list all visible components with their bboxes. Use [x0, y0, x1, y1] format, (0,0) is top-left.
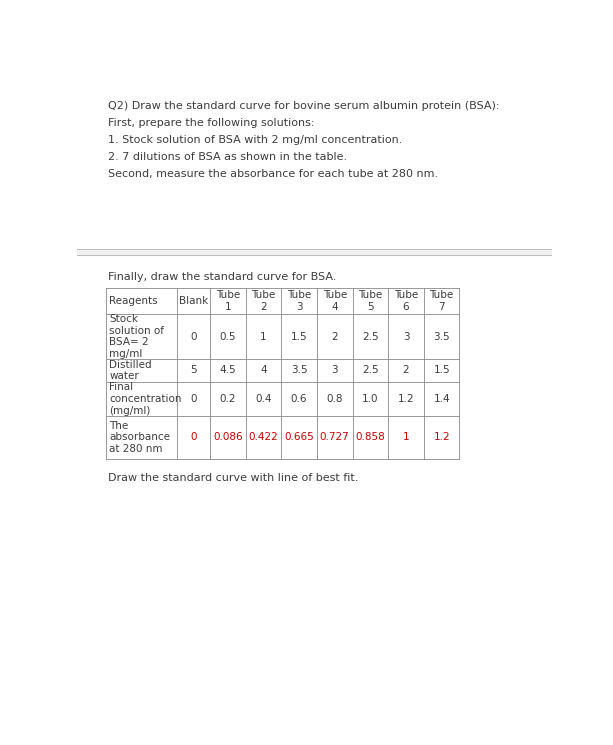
Text: 0.6: 0.6 [291, 394, 307, 404]
Bar [77, 249, 552, 255]
Text: 4: 4 [260, 366, 267, 375]
Text: Stock
solution of
BSA= 2
mg/ml: Stock solution of BSA= 2 mg/ml [109, 314, 164, 359]
Text: Tube
1: Tube 1 [216, 291, 240, 312]
Text: 3.5: 3.5 [291, 366, 307, 375]
Text: 2: 2 [403, 366, 409, 375]
Text: 1.5: 1.5 [291, 332, 307, 341]
Text: 1.5: 1.5 [433, 366, 450, 375]
Text: Second, measure the absorbance for each tube at 280 nm.: Second, measure the absorbance for each … [108, 168, 438, 179]
Text: The
absorbance
at 280 nm: The absorbance at 280 nm [109, 421, 170, 454]
Text: 2: 2 [332, 332, 338, 341]
Text: 4.5: 4.5 [219, 366, 236, 375]
Text: 2. 7 dilutions of BSA as shown in the table.: 2. 7 dilutions of BSA as shown in the ta… [108, 152, 347, 162]
Text: First, prepare the following solutions:: First, prepare the following solutions: [108, 118, 314, 128]
Text: 5: 5 [191, 366, 197, 375]
Text: Q2) Draw the standard curve for bovine serum albumin protein (BSA):: Q2) Draw the standard curve for bovine s… [108, 101, 499, 111]
Text: Distilled
water: Distilled water [109, 360, 152, 381]
Text: 1.2: 1.2 [398, 394, 414, 404]
Text: Tube
2: Tube 2 [251, 291, 275, 312]
Text: Draw the standard curve with line of best fit.: Draw the standard curve with line of bes… [108, 473, 358, 483]
Text: Blank: Blank [179, 297, 208, 306]
Text: 0: 0 [191, 394, 197, 404]
Text: 2.5: 2.5 [362, 366, 379, 375]
Text: 1: 1 [403, 432, 409, 443]
Text: 1. Stock solution of BSA with 2 mg/ml concentration.: 1. Stock solution of BSA with 2 mg/ml co… [108, 135, 402, 145]
Text: 0.086: 0.086 [213, 432, 243, 443]
Text: 0.4: 0.4 [255, 394, 272, 404]
Text: 1.0: 1.0 [362, 394, 379, 404]
Text: 1.4: 1.4 [433, 394, 450, 404]
Text: 0.858: 0.858 [356, 432, 385, 443]
Text: 0: 0 [191, 432, 197, 443]
Text: 1.2: 1.2 [433, 432, 450, 443]
Text: 0.422: 0.422 [248, 432, 278, 443]
Text: Tube
6: Tube 6 [394, 291, 418, 312]
Text: 0.665: 0.665 [284, 432, 314, 443]
Text: Final
concentration
(mg/ml): Final concentration (mg/ml) [109, 382, 181, 416]
Text: 0.2: 0.2 [219, 394, 236, 404]
Text: 3.5: 3.5 [433, 332, 450, 341]
Text: 0.8: 0.8 [327, 394, 343, 404]
Text: Tube
3: Tube 3 [287, 291, 311, 312]
Text: Tube
4: Tube 4 [322, 291, 347, 312]
Text: Reagents: Reagents [109, 297, 158, 306]
Text: 0: 0 [191, 332, 197, 341]
Text: 2.5: 2.5 [362, 332, 379, 341]
Text: 0.5: 0.5 [219, 332, 236, 341]
Text: Tube
7: Tube 7 [430, 291, 454, 312]
Text: 1: 1 [260, 332, 267, 341]
Text: 3: 3 [332, 366, 338, 375]
Text: 0.727: 0.727 [320, 432, 349, 443]
Text: 3: 3 [403, 332, 409, 341]
Text: Finally, draw the standard curve for BSA.: Finally, draw the standard curve for BSA… [108, 272, 336, 282]
Text: Tube
5: Tube 5 [358, 291, 383, 312]
